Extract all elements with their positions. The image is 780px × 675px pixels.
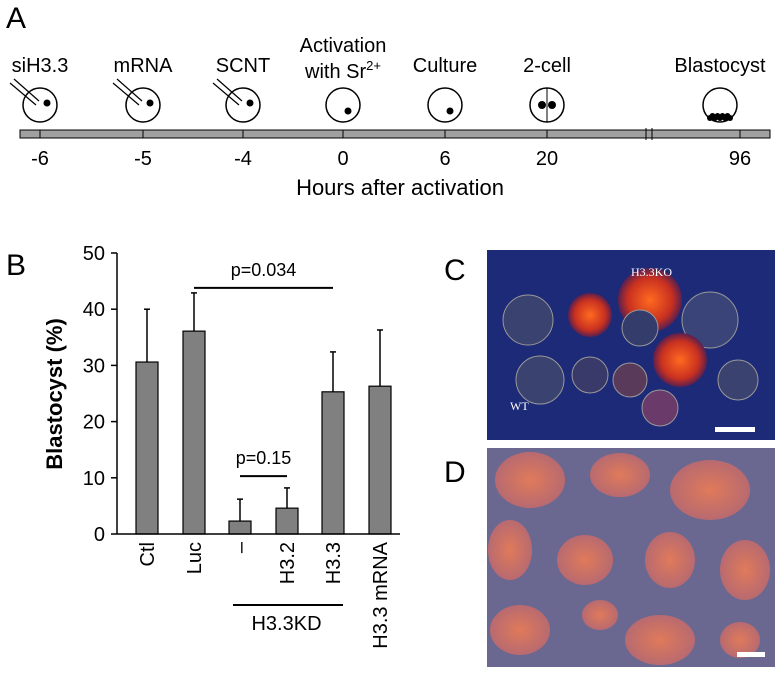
y-tick-label: 30 xyxy=(83,355,105,377)
nucleus xyxy=(344,107,352,115)
panel-label: C xyxy=(444,254,466,287)
image-label: H3.3KO xyxy=(631,265,672,279)
stage-label: Activation xyxy=(300,35,387,57)
group-label: H3.3KD xyxy=(251,613,321,635)
cell xyxy=(325,87,361,123)
p-value: p=0.034 xyxy=(231,260,297,280)
nucleus xyxy=(146,99,154,107)
p-value: p=0.15 xyxy=(236,448,292,468)
bar xyxy=(135,361,159,535)
nucleus xyxy=(43,99,51,107)
pipette xyxy=(13,78,40,102)
nucleus xyxy=(538,101,546,109)
pipette xyxy=(216,78,243,102)
cell xyxy=(22,87,58,123)
y-axis-label: Blastocyst (%) xyxy=(42,318,67,470)
panel-label: A xyxy=(6,2,26,35)
x-tick-label: H3.2 xyxy=(277,542,299,584)
panel-label: D xyxy=(444,456,466,489)
stage-label: SCNT xyxy=(216,55,270,77)
tick-label: 6 xyxy=(439,148,450,170)
tick-label: 96 xyxy=(729,148,751,170)
x-tick-label: – xyxy=(230,541,252,553)
x-tick-label: H3.3 mRNA xyxy=(370,541,392,648)
nucleus xyxy=(727,115,733,121)
nucleus xyxy=(246,99,254,107)
cell xyxy=(225,87,261,123)
image-label: WT xyxy=(510,399,529,413)
micrograph-d xyxy=(487,448,775,667)
tick-label: -6 xyxy=(31,148,49,170)
x-tick-label: Luc xyxy=(184,542,206,574)
y-tick-label: 10 xyxy=(83,468,105,490)
stage-label: Blastocyst xyxy=(674,55,766,77)
tick-label: -5 xyxy=(134,148,152,170)
nucleus xyxy=(446,107,454,115)
bar xyxy=(228,520,252,535)
pipette xyxy=(212,82,240,106)
y-tick-label: 40 xyxy=(83,299,105,321)
y-tick-label: 20 xyxy=(83,412,105,434)
bar xyxy=(182,330,206,535)
stage-label-text: with Sr xyxy=(304,61,366,83)
bar xyxy=(275,507,299,535)
bar xyxy=(321,391,345,535)
x-tick-label: H3.3 xyxy=(323,542,345,584)
stage-label: siH3.3 xyxy=(12,55,69,77)
superscript: 2+ xyxy=(366,58,381,73)
tick-label: -4 xyxy=(234,148,252,170)
tick-label: 0 xyxy=(337,148,348,170)
stage-label: Culture xyxy=(413,55,477,77)
pipette xyxy=(9,82,37,106)
stage-label: mRNA xyxy=(114,55,174,77)
pipette xyxy=(116,78,143,102)
panel-label: B xyxy=(6,249,26,282)
tick-label: 20 xyxy=(536,148,558,170)
micrograph-c: H3.3KO WT xyxy=(487,250,775,440)
pipette xyxy=(112,82,140,106)
y-tick-label: 50 xyxy=(83,243,105,265)
x-tick-label: Ctl xyxy=(137,542,159,566)
nucleus xyxy=(548,101,556,109)
cell xyxy=(427,87,463,123)
axis-label: Hours after activation xyxy=(296,175,504,200)
stage-label: with Sr2+ xyxy=(304,58,381,83)
bar xyxy=(368,385,392,535)
cell xyxy=(125,87,161,123)
stage-label: 2-cell xyxy=(523,55,571,77)
y-tick-label: 0 xyxy=(94,524,105,546)
timeline-bar xyxy=(19,129,771,139)
